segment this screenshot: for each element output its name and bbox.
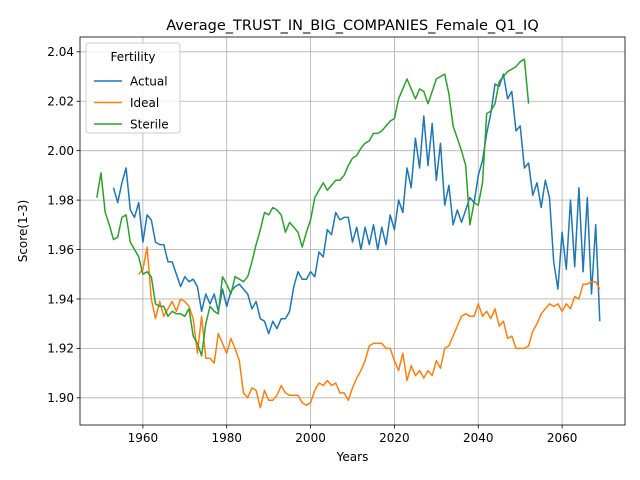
grid-lines [80,37,625,425]
legend: Fertility Actual Ideal Sterile [85,42,181,134]
x-axis-ticks: 1960 1980 2000 2020 2040 2060 [128,425,578,445]
y-tick-label: 1.98 [47,193,74,207]
y-tick-label: 2.02 [47,95,74,109]
series-line-sterile [96,58,530,357]
y-tick-label: 1.96 [47,243,74,257]
x-tick-label: 1960 [128,431,159,445]
x-tick-label: 1980 [211,431,242,445]
x-tick-label: 2060 [547,431,578,445]
y-tick-label: 1.92 [47,342,74,356]
series-line-ideal [138,246,601,409]
x-axis-label: Years [336,450,369,464]
chart-title: Average_TRUST_IN_BIG_COMPANIES_Female_Q1… [166,18,539,34]
series-line-actual [112,73,601,335]
y-tick-label: 2.00 [47,144,74,158]
x-tick-label: 2040 [463,431,494,445]
x-tick-label: 2000 [295,431,326,445]
legend-label-ideal: Ideal [130,96,159,110]
y-tick-label: 2.04 [47,45,74,59]
y-tick-label: 1.90 [47,391,74,405]
y-tick-label: 1.94 [47,292,74,306]
axes-frame [79,36,626,426]
legend-title: Fertility [110,50,155,64]
y-axis-label: Score(1-3) [16,200,30,263]
legend-label-actual: Actual [130,74,168,88]
legend-label-sterile: Sterile [130,117,169,131]
series-lines [96,58,601,409]
legend-box [85,42,181,134]
x-tick-label: 2020 [379,431,410,445]
y-axis-ticks: 1.90 1.92 1.94 1.96 1.98 2.00 2.02 2.04 [47,45,80,405]
